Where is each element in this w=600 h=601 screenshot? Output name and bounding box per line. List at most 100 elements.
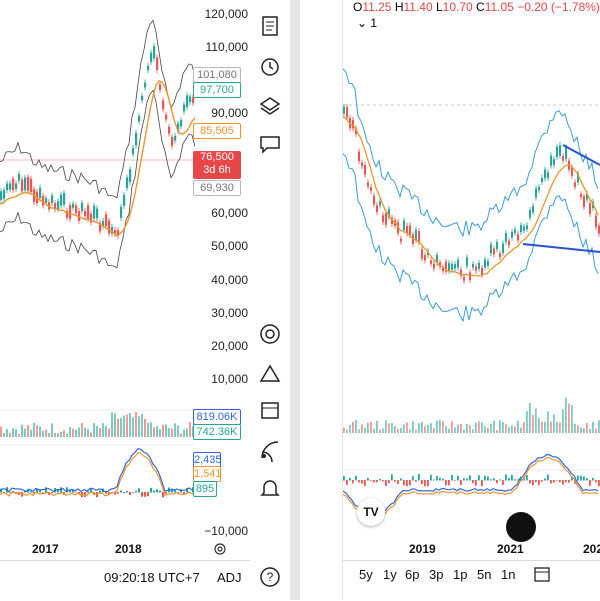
price-candle xyxy=(565,147,567,159)
macd-bar xyxy=(427,480,429,487)
current-price-badge: 76,500 3d 6h xyxy=(193,151,241,179)
volume-bar xyxy=(448,428,450,433)
volume-bar xyxy=(18,433,20,437)
y-axis-label: 90,000 xyxy=(211,106,248,120)
tradingview-logo[interactable]: TV xyxy=(357,498,385,526)
volume-bar xyxy=(96,426,98,437)
price-candle xyxy=(105,214,108,227)
macd-bar xyxy=(388,480,390,484)
price-candle xyxy=(490,244,492,253)
apps-grid-icon[interactable] xyxy=(506,512,536,542)
volume-bar xyxy=(129,413,131,437)
note-icon[interactable] xyxy=(256,12,284,40)
macd-bar xyxy=(406,480,408,487)
macd-bar xyxy=(451,474,453,481)
price-candle xyxy=(430,260,432,264)
macd-bar xyxy=(436,475,438,481)
price-candle xyxy=(559,145,561,156)
panel-divider[interactable] xyxy=(290,0,300,600)
interval-value: 1 xyxy=(370,16,378,30)
macd-bar xyxy=(9,492,11,493)
macd-bar xyxy=(580,475,582,481)
price-candle xyxy=(165,114,168,120)
macd-bar xyxy=(553,480,555,483)
macd-bar xyxy=(496,480,498,484)
macd-bar xyxy=(571,476,573,481)
volume-bar xyxy=(406,422,408,433)
timeframe-1y[interactable]: 1y xyxy=(383,567,397,582)
macd-bar xyxy=(87,491,89,493)
macd-bar xyxy=(39,489,41,493)
volume-badge: 819.06K xyxy=(193,409,241,425)
settings-gear-icon[interactable] xyxy=(212,541,228,557)
volume-bar xyxy=(57,433,59,437)
macd-bar xyxy=(138,488,140,493)
price-candle xyxy=(183,104,186,112)
price-candle xyxy=(466,257,468,266)
volume-bar xyxy=(358,429,360,433)
timeframe-1n[interactable]: 1n xyxy=(501,567,516,582)
macd-bar xyxy=(556,480,558,481)
macd-bar xyxy=(370,480,372,481)
macd-bar xyxy=(72,489,74,493)
macd-bar xyxy=(391,474,393,481)
bell-icon[interactable] xyxy=(256,474,284,502)
macd-bar xyxy=(346,480,348,485)
volume-bar xyxy=(577,425,579,433)
volume-bar xyxy=(511,425,513,433)
macd-bar xyxy=(162,492,164,498)
volume-bar xyxy=(562,409,564,433)
price-candle xyxy=(87,205,90,220)
price-candle xyxy=(391,217,393,224)
right-price-chart[interactable] xyxy=(343,30,600,540)
volume-bar xyxy=(48,433,50,437)
target-icon[interactable] xyxy=(256,320,284,348)
price-candle xyxy=(535,188,537,198)
triangle-icon[interactable] xyxy=(256,360,284,388)
price-candle xyxy=(102,220,105,227)
price-candle xyxy=(150,52,153,63)
volume-bar xyxy=(520,427,522,433)
help-icon[interactable]: ? xyxy=(256,563,284,591)
timeframe-5n[interactable]: 5n xyxy=(477,567,492,582)
volume-bar xyxy=(42,430,44,437)
macd-bar xyxy=(535,480,537,483)
macd-bar xyxy=(586,478,588,481)
volume-bar xyxy=(418,423,420,433)
volume-bar xyxy=(430,423,432,433)
date-range-icon[interactable] xyxy=(533,565,551,583)
right-chart-panel[interactable]: O11.25 H11.40 L10.70 C11.05 −0.20 (−1.78… xyxy=(343,0,600,600)
price-candle xyxy=(93,205,96,219)
left-price-chart[interactable] xyxy=(0,0,195,540)
timeframe-5y[interactable]: 5y xyxy=(359,567,373,582)
price-candle xyxy=(496,241,498,250)
price-candle xyxy=(403,220,405,231)
price-candle xyxy=(463,276,465,281)
volume-badge: 742.36K xyxy=(193,424,241,440)
timeframe-6p[interactable]: 6p xyxy=(405,567,420,582)
alarm-icon[interactable] xyxy=(256,52,284,80)
chat-icon[interactable] xyxy=(256,130,284,158)
macd-bar xyxy=(439,477,441,481)
volume-bar xyxy=(493,420,495,433)
interval-toggle[interactable]: ⌄ 1 xyxy=(357,16,377,30)
volume-bar xyxy=(400,427,402,433)
volume-bar xyxy=(556,421,558,433)
layers-icon[interactable] xyxy=(256,92,284,120)
volume-bar xyxy=(69,426,71,437)
timeframe-1p[interactable]: 1p xyxy=(453,567,468,582)
price-candle xyxy=(66,210,69,218)
trendline-upper[interactable] xyxy=(562,144,600,166)
volume-bar xyxy=(174,423,176,437)
volume-bar xyxy=(126,414,128,437)
trendline-lower[interactable] xyxy=(522,243,600,253)
calendar-icon[interactable] xyxy=(256,396,284,424)
price-candle xyxy=(376,205,378,212)
adj-button[interactable]: ADJ xyxy=(217,570,242,585)
price-candle xyxy=(147,65,150,71)
price-candle xyxy=(514,229,516,233)
left-chart-panel[interactable]: 120,000 110,000 90,000 60,000 50,000 40,… xyxy=(0,0,255,600)
timeframe-3p[interactable]: 3p xyxy=(429,567,444,582)
clock-time[interactable]: 09:20:18 UTC+7 xyxy=(104,570,200,585)
broadcast-icon[interactable] xyxy=(256,436,284,464)
